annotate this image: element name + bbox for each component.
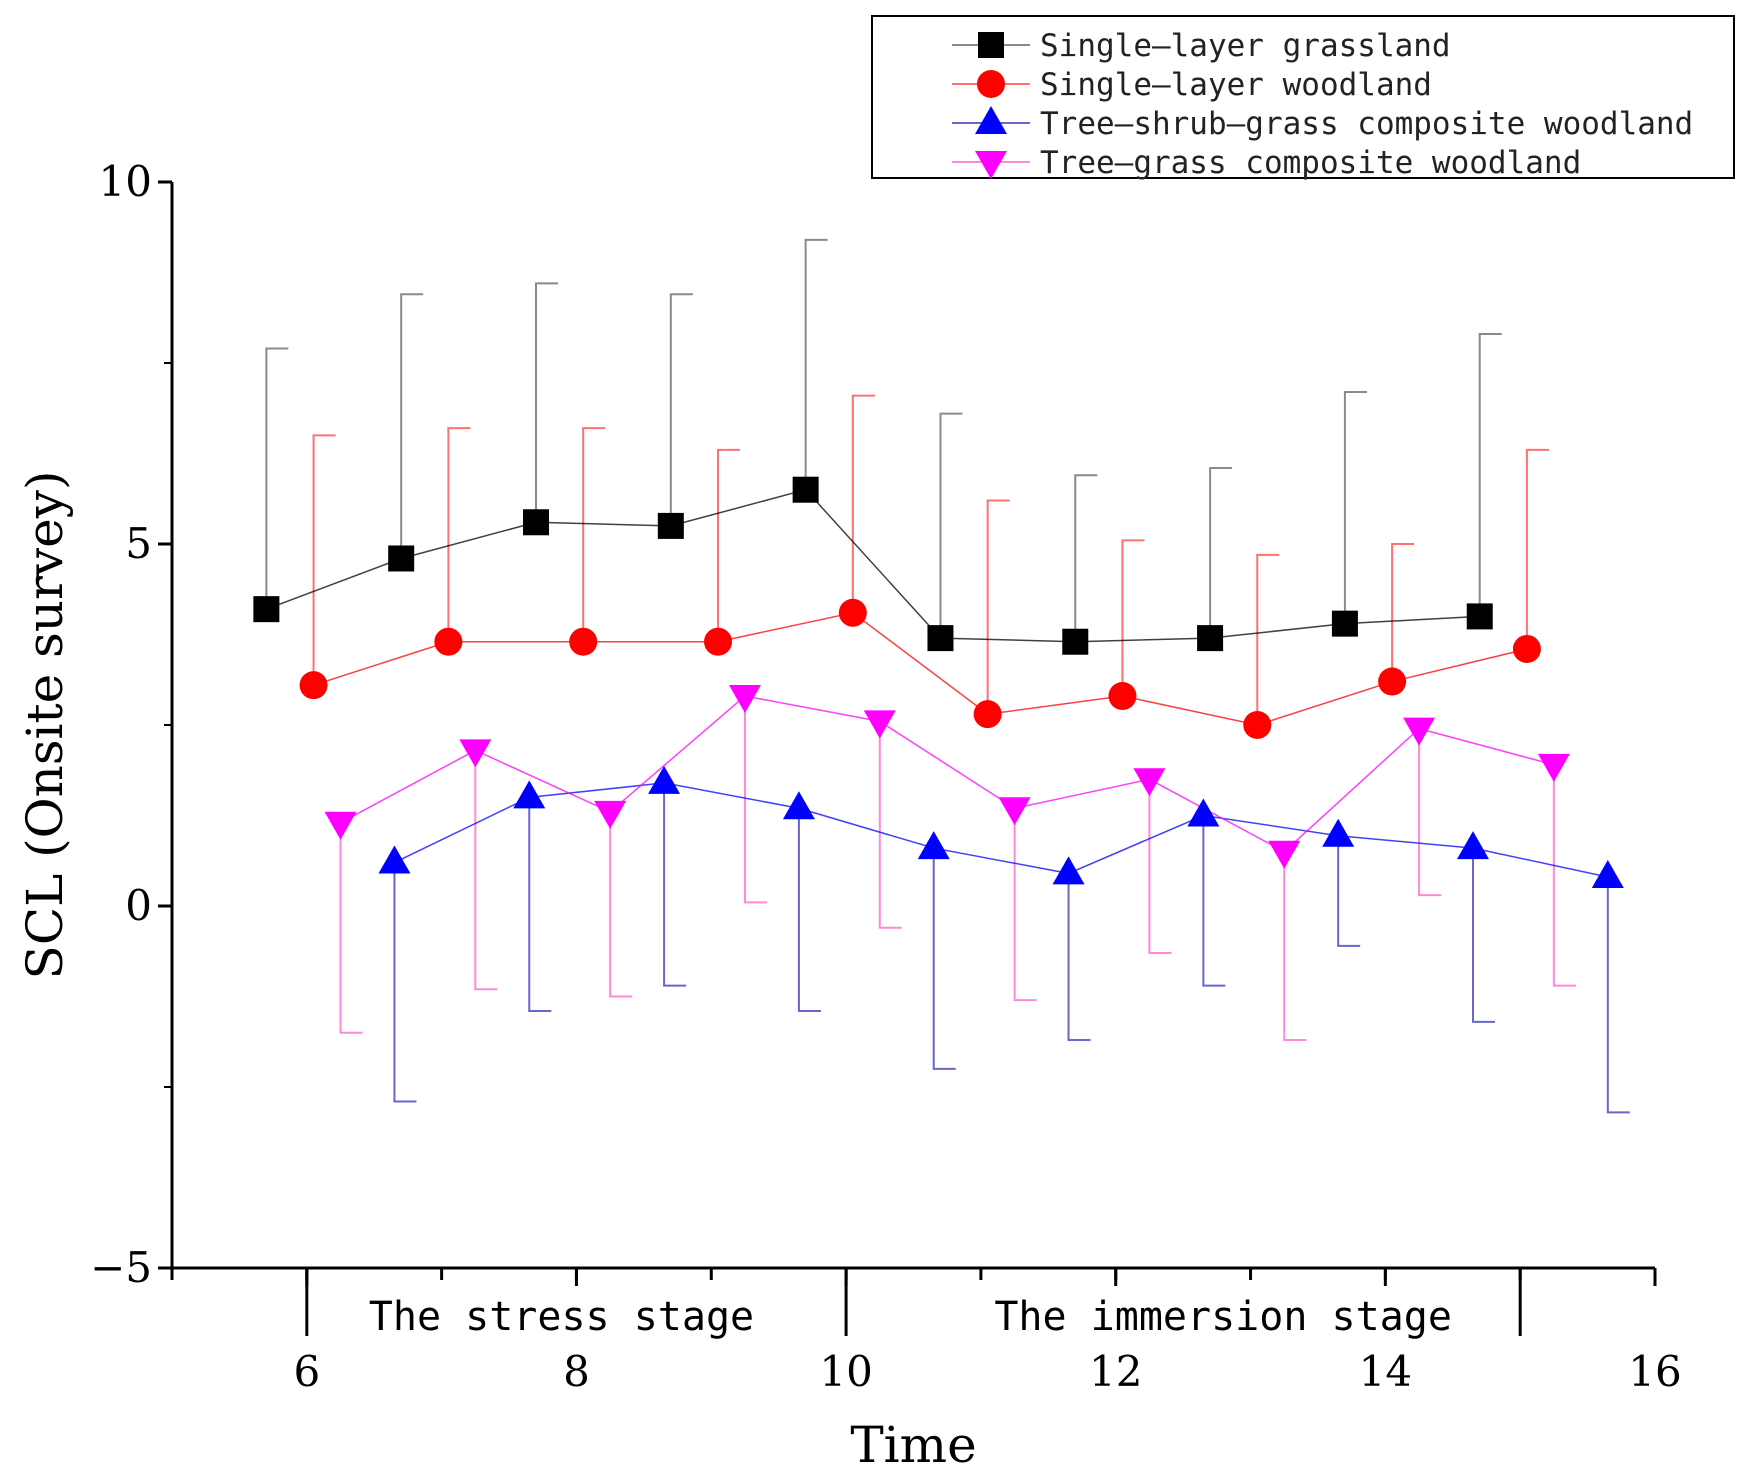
x-tick-label: 16 bbox=[1628, 1347, 1681, 1396]
data-point bbox=[1537, 753, 1570, 782]
data-point bbox=[324, 811, 357, 840]
series-markers bbox=[253, 476, 1624, 889]
series-line bbox=[266, 488, 1480, 643]
x-tick-label: 12 bbox=[1089, 1347, 1142, 1396]
axes: −5 0 5 10 6 8 10 12 14 16 The stress stage The imme… bbox=[90, 157, 1682, 1396]
data-point bbox=[1133, 768, 1166, 797]
y-tick-label: 10 bbox=[99, 157, 152, 206]
legend-label: Tree—grass composite woodland bbox=[1040, 145, 1581, 181]
data-point bbox=[1403, 717, 1436, 746]
series-line bbox=[340, 695, 1555, 853]
y-tick-label: 5 bbox=[125, 519, 152, 568]
legend-marker bbox=[978, 32, 1004, 58]
data-point bbox=[1197, 625, 1224, 652]
data-point bbox=[917, 831, 950, 860]
data-point bbox=[998, 797, 1031, 826]
error-bars bbox=[265, 238, 1630, 1114]
data-point bbox=[704, 627, 733, 656]
x-tick-label: 14 bbox=[1359, 1347, 1412, 1396]
data-point bbox=[1512, 634, 1541, 663]
data-point bbox=[728, 685, 761, 714]
data-point bbox=[1591, 860, 1624, 889]
data-point bbox=[648, 765, 681, 794]
data-point bbox=[459, 739, 492, 768]
data-point bbox=[1331, 610, 1358, 637]
data-point bbox=[299, 671, 328, 700]
data-point bbox=[523, 509, 550, 536]
legend-marker bbox=[977, 70, 1005, 98]
data-point bbox=[838, 598, 867, 627]
data-point bbox=[569, 627, 598, 656]
x-tick-label: 10 bbox=[819, 1347, 872, 1396]
legend-marker bbox=[975, 151, 1007, 179]
legend-marker bbox=[975, 106, 1007, 134]
data-point bbox=[1456, 831, 1489, 860]
data-point bbox=[1108, 682, 1137, 711]
x-tick-label: 8 bbox=[563, 1347, 590, 1396]
data-point bbox=[1466, 603, 1493, 630]
data-point bbox=[388, 545, 415, 572]
data-point bbox=[253, 596, 280, 623]
data-point bbox=[1187, 798, 1220, 827]
data-point bbox=[1052, 856, 1085, 885]
data-point bbox=[1322, 818, 1355, 847]
series-line bbox=[394, 782, 1608, 878]
stage-label: The stress stage bbox=[369, 1294, 754, 1340]
data-point bbox=[657, 512, 684, 539]
series-line bbox=[313, 611, 1528, 726]
data-point bbox=[792, 476, 819, 503]
data-point bbox=[782, 791, 815, 820]
data-point bbox=[594, 800, 627, 829]
stage-label: The immersion stage bbox=[994, 1294, 1452, 1340]
data-point bbox=[1378, 667, 1407, 696]
legend-label: Tree—shrub—grass composite woodland bbox=[1040, 106, 1693, 142]
legend-label: Single—layer woodland bbox=[1040, 67, 1432, 103]
data-point bbox=[973, 700, 1002, 729]
data-point bbox=[927, 625, 954, 652]
y-tick-label: −5 bbox=[90, 1243, 152, 1292]
series-lines bbox=[266, 488, 1608, 878]
data-point bbox=[378, 845, 411, 874]
x-axis-title: Time bbox=[850, 1416, 976, 1474]
y-tick-label: 0 bbox=[125, 881, 152, 930]
legend-label: Single—layer grassland bbox=[1040, 28, 1451, 64]
y-axis-title: SCL (Onsite survey) bbox=[16, 471, 74, 980]
data-point bbox=[1268, 840, 1301, 869]
data-point bbox=[1062, 628, 1089, 655]
data-point bbox=[863, 710, 896, 739]
data-point bbox=[1243, 711, 1272, 739]
x-tick-label: 6 bbox=[293, 1347, 320, 1396]
data-point bbox=[513, 780, 546, 809]
data-point bbox=[434, 627, 463, 656]
legend-box bbox=[871, 15, 1735, 179]
